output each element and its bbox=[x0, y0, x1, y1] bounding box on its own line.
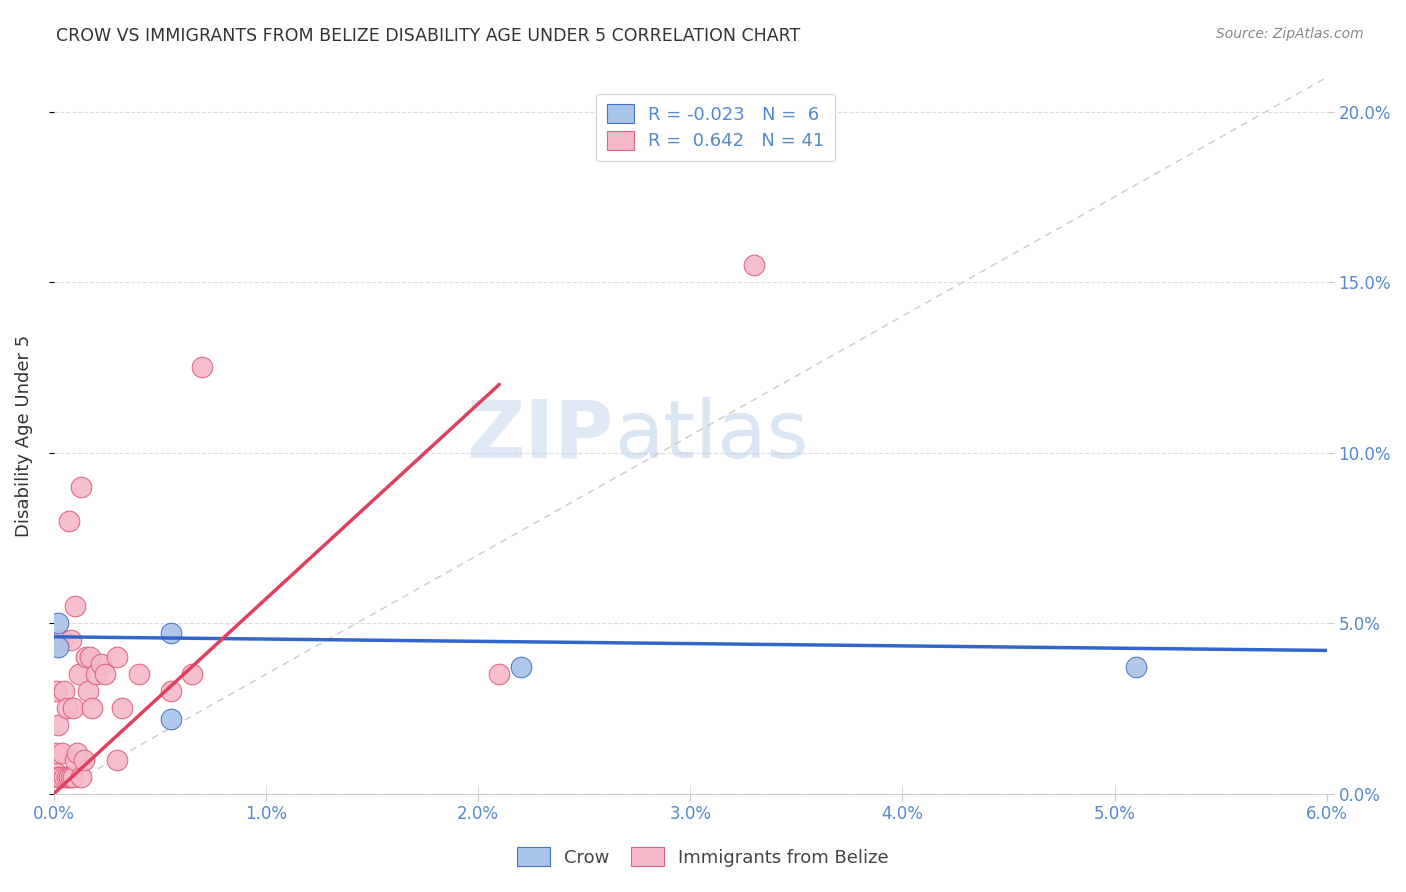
Point bbox=[62, 701, 84, 715]
Point bbox=[58, 514, 80, 528]
Point bbox=[67, 667, 90, 681]
Point bbox=[488, 667, 510, 681]
Legend: R = -0.023   N =  6, R =  0.642   N = 41: R = -0.023 N = 6, R = 0.642 N = 41 bbox=[596, 94, 835, 161]
Point bbox=[46, 616, 69, 631]
Point bbox=[159, 626, 181, 640]
Point bbox=[59, 770, 82, 784]
Y-axis label: Disability Age Under 5: Disability Age Under 5 bbox=[15, 334, 32, 537]
Text: CROW VS IMMIGRANTS FROM BELIZE DISABILITY AGE UNDER 5 CORRELATION CHART: CROW VS IMMIGRANTS FROM BELIZE DISABILIT… bbox=[56, 27, 800, 45]
Point bbox=[51, 746, 73, 760]
Text: ZIP: ZIP bbox=[467, 397, 614, 475]
Point bbox=[45, 766, 67, 780]
Point bbox=[45, 684, 67, 698]
Point bbox=[63, 753, 86, 767]
Legend: Crow, Immigrants from Belize: Crow, Immigrants from Belize bbox=[510, 840, 896, 874]
Text: atlas: atlas bbox=[614, 397, 808, 475]
Point bbox=[742, 258, 765, 272]
Point bbox=[107, 650, 129, 665]
Point bbox=[191, 360, 214, 375]
Point bbox=[51, 633, 73, 648]
Point bbox=[180, 667, 202, 681]
Point bbox=[84, 667, 107, 681]
Point bbox=[509, 660, 531, 674]
Point bbox=[159, 684, 181, 698]
Point bbox=[55, 701, 77, 715]
Point bbox=[53, 684, 76, 698]
Point bbox=[66, 746, 89, 760]
Point bbox=[58, 770, 80, 784]
Point bbox=[46, 770, 69, 784]
Point bbox=[1125, 660, 1147, 674]
Point bbox=[159, 712, 181, 726]
Point bbox=[107, 753, 129, 767]
Point bbox=[53, 770, 76, 784]
Point bbox=[80, 701, 103, 715]
Point bbox=[72, 753, 94, 767]
Point bbox=[63, 599, 86, 613]
Point bbox=[89, 657, 111, 671]
Point bbox=[70, 480, 93, 494]
Point bbox=[46, 640, 69, 654]
Point bbox=[46, 718, 69, 732]
Point bbox=[45, 746, 67, 760]
Point bbox=[55, 770, 77, 784]
Point bbox=[70, 770, 93, 784]
Point bbox=[76, 684, 98, 698]
Point bbox=[128, 667, 150, 681]
Point bbox=[49, 770, 72, 784]
Point bbox=[62, 770, 84, 784]
Point bbox=[79, 650, 101, 665]
Point bbox=[59, 633, 82, 648]
Text: Source: ZipAtlas.com: Source: ZipAtlas.com bbox=[1216, 27, 1364, 41]
Point bbox=[94, 667, 117, 681]
Point bbox=[111, 701, 134, 715]
Point bbox=[75, 650, 97, 665]
